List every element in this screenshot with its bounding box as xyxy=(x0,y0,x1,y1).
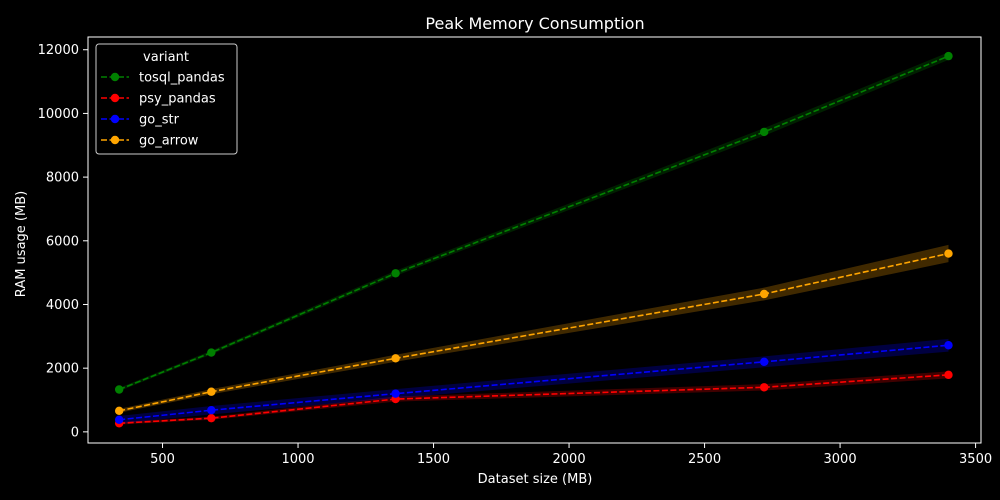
legend-marker-go_str xyxy=(110,114,120,124)
series-points xyxy=(114,51,953,428)
y-tick-label: 10000 xyxy=(38,107,79,122)
x-tick-label: 3000 xyxy=(824,452,857,467)
point-tosql_pandas xyxy=(759,127,769,137)
legend-label-psy_pandas: psy_pandas xyxy=(139,92,216,107)
point-tosql_pandas xyxy=(944,51,953,61)
point-psy_pandas xyxy=(944,370,953,380)
point-tosql_pandas xyxy=(391,269,400,278)
point-go_str xyxy=(114,415,124,424)
legend-label-go_str: go_str xyxy=(139,113,180,128)
y-tick-label: 12000 xyxy=(38,43,79,58)
legend-label-go_arrow: go_arrow xyxy=(139,134,199,149)
legend-marker-go_arrow xyxy=(110,135,120,145)
legend-marker-psy_pandas xyxy=(110,93,120,103)
x-tick-label: 2500 xyxy=(688,452,721,467)
point-psy_pandas xyxy=(759,383,769,392)
x-tick-label: 2000 xyxy=(553,452,586,467)
x-tick-label: 3500 xyxy=(959,452,992,467)
y-tick-label: 6000 xyxy=(46,234,79,249)
point-go_arrow xyxy=(114,406,124,416)
point-tosql_pandas xyxy=(207,348,216,357)
band-psy_pandas xyxy=(119,371,949,425)
y-axis-label: RAM usage (MB) xyxy=(14,191,29,297)
y-tick-label: 8000 xyxy=(46,171,79,186)
y-tick-label: 0 xyxy=(71,425,79,440)
legend-title: variant xyxy=(143,50,189,65)
x-axis-ticks: 500 1000 1500 2000 2500 3000 3500 xyxy=(150,443,992,467)
legend: variant tosql_pandas psy_pandas go_str go_a… xyxy=(95,43,238,155)
chart-title: Peak Memory Consumption xyxy=(425,14,644,33)
point-go_str xyxy=(759,357,769,366)
point-go_str xyxy=(207,406,216,415)
legend-label-tosql_pandas: tosql_pandas xyxy=(139,71,225,86)
point-go_str xyxy=(944,341,953,350)
confidence-bands xyxy=(119,52,949,425)
y-tick-label: 4000 xyxy=(46,298,79,313)
y-axis-ticks: 0 2000 4000 6000 8000 10000 12000 xyxy=(38,43,88,440)
legend-items: tosql_pandas psy_pandas go_str go_arrow xyxy=(101,71,225,149)
point-go_arrow xyxy=(207,387,216,396)
plot-frame xyxy=(87,36,982,444)
x-tick-label: 1500 xyxy=(417,452,450,467)
legend-box xyxy=(95,43,238,155)
legend-marker-tosql_pandas xyxy=(110,72,120,82)
band-go_str xyxy=(119,338,949,424)
point-go_arrow xyxy=(759,289,769,299)
x-axis-label: Dataset size (MB) xyxy=(478,472,593,487)
point-go_str xyxy=(391,389,400,398)
x-tick-label: 1000 xyxy=(281,452,314,467)
x-tick-label: 500 xyxy=(150,452,175,467)
y-tick-label: 2000 xyxy=(46,362,79,377)
band-tosql_pandas xyxy=(119,52,949,392)
point-go_arrow xyxy=(391,354,400,363)
point-go_arrow xyxy=(944,249,953,258)
point-psy_pandas xyxy=(207,413,216,423)
point-tosql_pandas xyxy=(114,385,124,394)
band-go_arrow xyxy=(119,244,949,413)
